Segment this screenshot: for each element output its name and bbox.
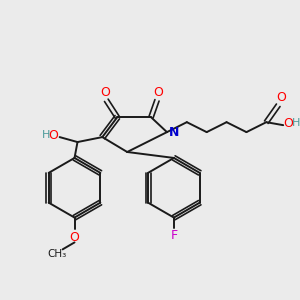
Text: O: O bbox=[49, 129, 58, 142]
Text: O: O bbox=[70, 231, 80, 244]
Text: O: O bbox=[276, 91, 286, 104]
Text: O: O bbox=[283, 117, 293, 130]
Text: N: N bbox=[169, 126, 179, 139]
Text: F: F bbox=[170, 229, 178, 242]
Text: H: H bbox=[292, 118, 300, 128]
Text: O: O bbox=[153, 86, 163, 99]
Text: H: H bbox=[41, 130, 50, 140]
Text: O: O bbox=[100, 86, 110, 99]
Text: CH₃: CH₃ bbox=[47, 249, 66, 259]
